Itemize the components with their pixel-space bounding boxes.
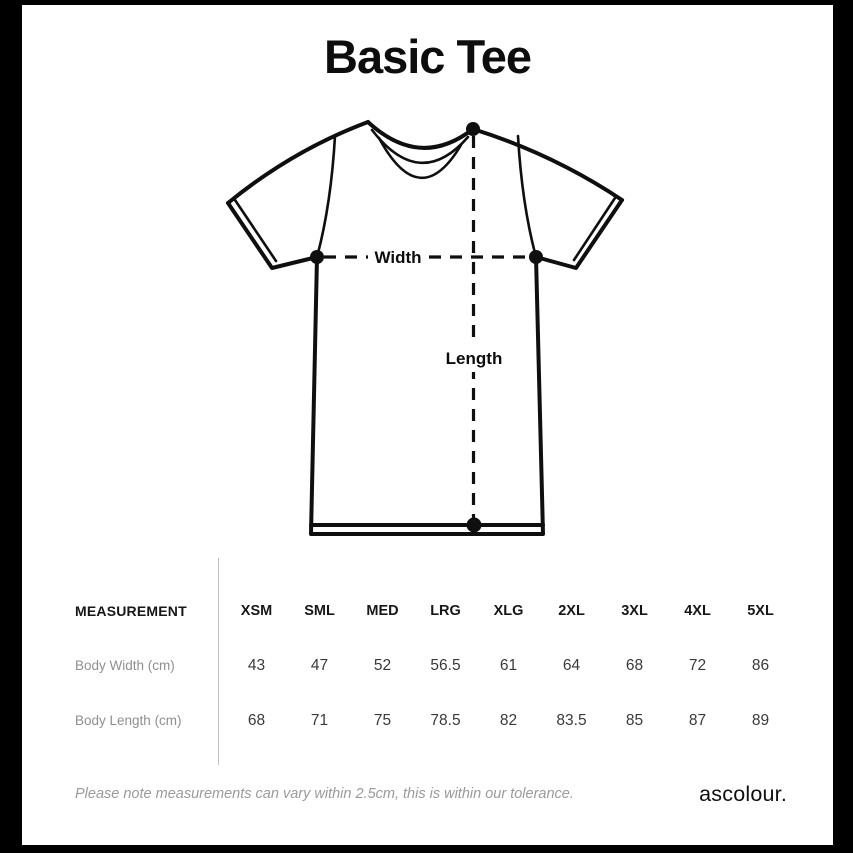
size-table: MEASUREMENT XSM SML MED LRG XLG 2XL 3XL … (75, 558, 792, 765)
shoulder-point-dot (466, 122, 480, 136)
width-label-bg (368, 243, 428, 271)
size-chart-card: Basic Tee Width Length (22, 5, 833, 845)
length-label: Length (446, 349, 503, 368)
tshirt-right-shoulder (471, 127, 624, 202)
left-underarm-dot (310, 250, 324, 264)
table-divider (218, 558, 219, 765)
size-table-header-row: MEASUREMENT XSM SML MED LRG XLG 2XL 3XL … (75, 583, 792, 638)
size-header-med: MED (366, 602, 399, 619)
length-label-bg (439, 344, 509, 372)
tshirt-body (309, 255, 545, 536)
tshirt-right-cuff-seam (572, 196, 617, 262)
body-width-med: 52 (373, 656, 392, 674)
body-width-xsm: 43 (247, 656, 266, 674)
tshirt-left-shoulder (226, 120, 370, 205)
tshirt-diagram: Width Length (226, 120, 624, 536)
page-title: Basic Tee (324, 30, 532, 83)
tshirt-collar-inner (377, 136, 463, 180)
size-header-3xl: 3XL (621, 602, 648, 619)
tshirt-left-cuff (226, 201, 319, 270)
size-header-4xl: 4XL (684, 602, 711, 619)
body-width-4xl: 72 (688, 656, 707, 674)
body-length-xlg: 82 (499, 711, 518, 729)
measurement-header: MEASUREMENT (75, 602, 187, 619)
size-header-5xl: 5XL (747, 602, 774, 619)
tshirt-right-cuff (534, 198, 624, 270)
body-length-sml: 71 (310, 711, 329, 729)
body-width-lrg: 56.5 (430, 656, 461, 674)
body-length-3xl: 85 (625, 711, 644, 729)
width-measure: Width (324, 243, 530, 271)
size-header-lrg: LRG (430, 602, 461, 619)
tshirt-right-armhole (516, 134, 538, 259)
right-underarm-dot (529, 250, 543, 264)
size-header-xlg: XLG (493, 602, 524, 619)
body-length-4xl: 87 (688, 711, 707, 729)
length-measure: Length (439, 136, 509, 518)
size-header-2xl: 2XL (558, 602, 585, 619)
body-width-5xl: 86 (751, 656, 770, 674)
body-length-2xl: 83.5 (556, 711, 587, 729)
row-label: Body Length (cm) (75, 713, 182, 728)
brand-logo: ascolour. (699, 781, 787, 806)
body-width-3xl: 68 (625, 656, 644, 674)
footer: Please note measurements can vary within… (75, 775, 787, 813)
hem-point-dot (466, 517, 482, 533)
tshirt-collar-outer (366, 120, 475, 150)
table-row-body-length: Body Length (cm) 68 71 75 78.5 82 83.5 8… (75, 693, 792, 748)
body-length-lrg: 78.5 (430, 711, 461, 729)
tolerance-note: Please note measurements can vary within… (75, 786, 574, 802)
body-length-xsm: 68 (247, 711, 266, 729)
body-width-2xl: 64 (562, 656, 581, 674)
body-width-xlg: 61 (499, 656, 518, 674)
row-label: Body Width (cm) (75, 658, 175, 673)
table-row-body-width: Body Width (cm) 43 47 52 56.5 61 64 68 7… (75, 638, 792, 693)
body-length-med: 75 (373, 711, 392, 729)
body-length-5xl: 89 (751, 711, 770, 729)
width-label: Width (374, 248, 421, 267)
size-header-sml: SML (304, 602, 335, 619)
tshirt-left-armhole (315, 134, 337, 259)
size-header-xsm: XSM (240, 602, 273, 619)
tshirt-left-cuff-seam (233, 198, 278, 263)
body-width-sml: 47 (310, 656, 329, 674)
